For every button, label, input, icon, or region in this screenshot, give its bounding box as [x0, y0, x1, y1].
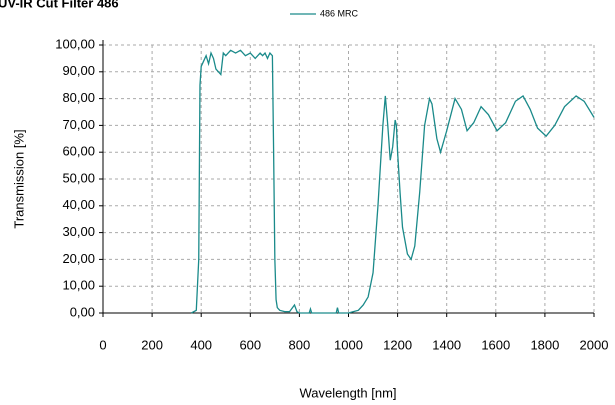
data-line	[191, 49, 595, 314]
y-axis-label: Transmission [%]	[11, 129, 26, 228]
x-tick-label: 400	[190, 337, 212, 352]
x-tick-label: 200	[141, 337, 163, 352]
y-tick-label: 0,00	[70, 304, 95, 319]
legend-label: 486 MRC	[320, 8, 359, 18]
y-tick-label: 10,00	[62, 278, 95, 293]
x-axis-label: Wavelength [nm]	[299, 385, 396, 400]
x-tick-label: 1800	[530, 337, 559, 352]
x-tick-label: 1600	[481, 337, 510, 352]
y-tick-label: 50,00	[62, 170, 95, 185]
x-tick-label: 2000	[580, 337, 609, 352]
y-tick-label: 100,00	[55, 36, 95, 51]
y-tick-label: 20,00	[62, 251, 95, 266]
y-tick-label: 60,00	[62, 144, 95, 159]
x-tick-label: 1000	[334, 337, 363, 352]
y-tick-label: 70,00	[62, 117, 95, 132]
x-tick-label: 0	[99, 337, 106, 352]
x-tick-label: 1400	[432, 337, 461, 352]
y-tick-label: 90,00	[62, 63, 95, 78]
x-tick-label: 800	[289, 337, 311, 352]
x-tick-label: 600	[239, 337, 261, 352]
x-tick-label: 1200	[383, 337, 412, 352]
y-tick-label: 80,00	[62, 90, 95, 105]
y-tick-label: 30,00	[62, 224, 95, 239]
y-tick-label: 40,00	[62, 197, 95, 212]
chart-title: UV-IR Cut Filter 486	[0, 0, 119, 10]
